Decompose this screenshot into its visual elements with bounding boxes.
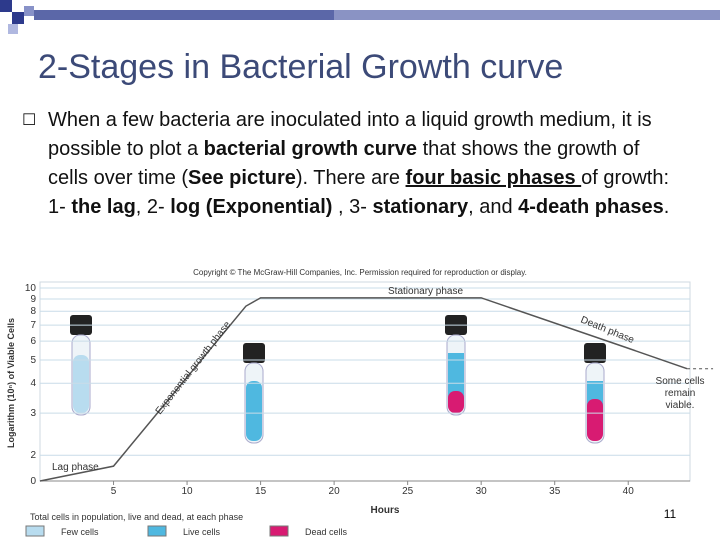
x-tick-label: 5 [111,486,117,497]
legend-swatch [269,525,289,537]
bullet-run: 4-death phases [518,196,664,218]
copyright: Copyright © The McGraw-Hill Companies, I… [193,268,527,277]
bullet-run: the lag [71,196,136,218]
bullet: ☐ When a few bacteria are inoculated into… [22,109,670,218]
bullet-run: four basic phases [405,167,582,189]
x-tick-label: 25 [402,486,414,497]
bullet-run: of growth: 1- [48,167,669,218]
y-tick-label: 5 [30,355,36,366]
legend-label: Live cells [183,527,221,537]
y-tick-label: 4 [30,378,36,389]
bullet-run: log (Exponential) [170,196,333,218]
bullet-run: When a few bacteria are inoculated into … [48,109,652,160]
bullet-run: , 2- [135,196,171,218]
annotation: Exponential growth phase [154,319,234,417]
y-tick-label: 9 [30,294,36,305]
bullet-run: that shows the growth of cells over time… [48,138,640,189]
bullet-run: bacterial growth curve [203,138,418,160]
bullet-run: ). There are [295,167,406,189]
bullet-run: , and [468,196,519,218]
x-tick-label: 20 [329,486,341,497]
annotation: Stationary phase [388,286,463,297]
decoration [0,0,720,34]
bullet-run: , 3- [332,196,373,218]
y-tick-label: 0 [30,476,36,487]
annotation: Lag phase [52,462,99,473]
slide-title: 2-Stages in Bacterial Growth curve [38,48,564,86]
x-axis-label: Hours [371,505,400,516]
legend-label: Dead cells [305,527,348,537]
bullet-run: stationary [372,196,469,218]
y-tick-label: 2 [30,450,36,461]
legend-swatch [25,525,45,537]
annotation: Some cells remain viable. [656,376,705,411]
x-tick-label: 40 [623,486,635,497]
y-tick-label: 3 [30,408,36,419]
page-number: 11 [664,507,677,521]
bullet-run: . [663,196,670,218]
bullet-run: See picture [188,167,296,189]
legend-swatch [147,525,167,537]
curve [39,297,688,482]
x-tick-label: 35 [549,486,561,497]
y-tick-label: 7 [30,320,36,331]
x-tick-label: 30 [476,486,488,497]
legend-label: Few cells [61,527,99,537]
y-tick-label: 8 [30,306,36,317]
y-axis-label: Logarithm (10ⁿ) of Viable Cells [6,318,16,448]
x-tick-label: 15 [255,486,267,497]
tubes [70,315,606,444]
y-tick-label: 6 [30,336,36,347]
x-tick-label: 10 [181,486,193,497]
legend-title: Total cells in population, live and dead… [30,512,243,522]
y-tick-label: 10 [25,283,37,294]
